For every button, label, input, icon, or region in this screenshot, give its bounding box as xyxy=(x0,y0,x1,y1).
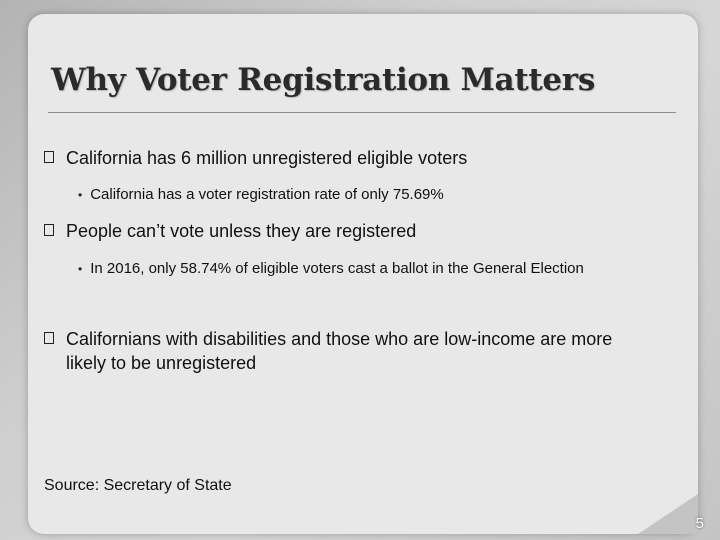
sub-bullet-item: • California has a voter registration ra… xyxy=(78,180,630,210)
source-citation: Source: Secretary of State xyxy=(44,477,232,494)
checkbox-bullet-icon xyxy=(44,332,54,344)
content-panel xyxy=(28,14,698,534)
checkbox-bullet-icon xyxy=(44,224,54,236)
bullet-item: People can’t vote unless they are regist… xyxy=(44,219,666,243)
dot-bullet-icon: • xyxy=(78,262,83,276)
sub-bullet-text: In 2016, only 58.74% of eligible voters … xyxy=(90,260,584,277)
title-divider xyxy=(48,112,676,113)
checkbox-bullet-icon xyxy=(44,151,54,163)
bullet-text: California has 6 million unregistered el… xyxy=(66,148,468,168)
slide-title: Why Voter Registration Matters xyxy=(51,62,595,98)
sub-bullet-item: • In 2016, only 58.74% of eligible voter… xyxy=(78,254,630,284)
bullet-text: People can’t vote unless they are regist… xyxy=(66,221,417,241)
bullet-text: Californians with disabilities and those… xyxy=(66,329,613,373)
page-corner xyxy=(638,494,698,534)
sub-bullet-text: California has a voter registration rate… xyxy=(90,186,444,203)
dot-bullet-icon: • xyxy=(78,188,83,202)
bullet-item: California has 6 million unregistered el… xyxy=(44,146,666,170)
page-number: 5 xyxy=(695,515,704,532)
bullet-item: Californians with disabilities and those… xyxy=(44,327,656,375)
